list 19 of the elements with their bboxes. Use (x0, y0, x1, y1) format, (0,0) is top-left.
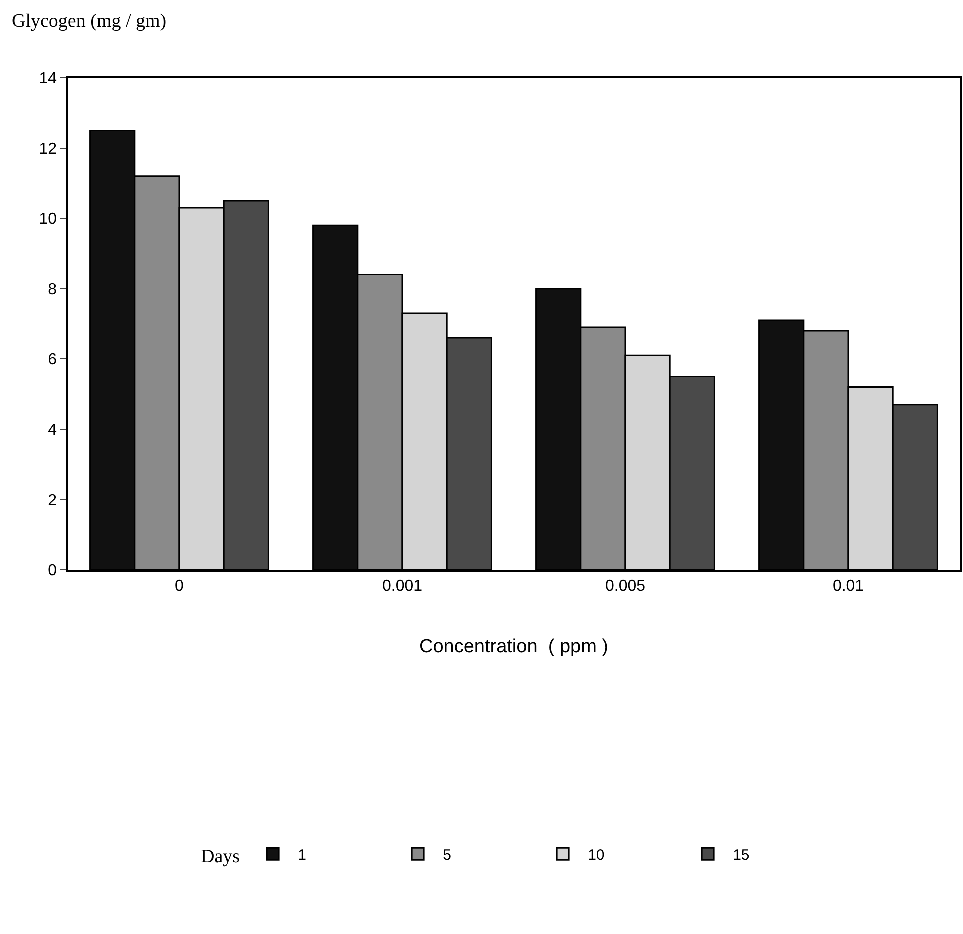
legend-label: 5 (443, 846, 452, 864)
legend-label: 10 (588, 846, 605, 864)
x-axis-title: Concentration ( ppm ) (419, 636, 609, 658)
legend-label: 15 (733, 846, 750, 864)
y-axis-title: Glycogen (mg / gm) (12, 11, 167, 32)
x-tick-label: 0.001 (382, 578, 423, 595)
y-tick-label: 8 (48, 281, 58, 298)
y-tick-label: 0 (48, 562, 58, 580)
legend-title: Days (201, 846, 240, 868)
legend-label: 1 (298, 846, 306, 864)
y-tick-label: 6 (48, 352, 58, 369)
y-tick-label: 14 (39, 70, 58, 88)
x-tick-label: 0.01 (832, 578, 864, 595)
y-tick-label: 12 (39, 140, 58, 158)
x-tick-label: 0 (175, 578, 184, 595)
y-tick-label: 4 (48, 422, 58, 440)
y-tick-label: 2 (48, 492, 58, 510)
y-tick-label: 10 (39, 211, 58, 228)
x-tick-label: 0.005 (605, 578, 646, 595)
